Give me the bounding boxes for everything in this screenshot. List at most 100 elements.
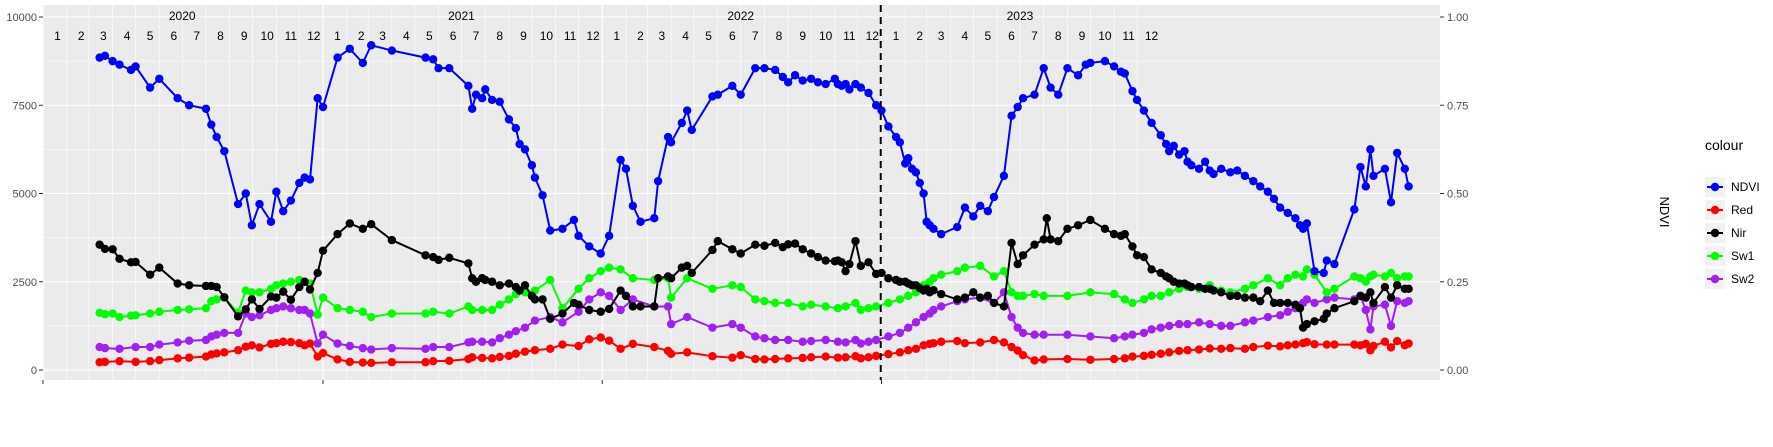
data-point-nir (272, 293, 281, 302)
data-point-ndvi (845, 85, 854, 94)
data-point-ndvi (538, 191, 547, 200)
data-point-sw2 (1156, 323, 1165, 332)
data-point-sw2 (871, 335, 881, 345)
data-point-red (1216, 344, 1226, 354)
month-label: 1 (334, 29, 341, 43)
data-point-sw2 (1263, 312, 1273, 322)
data-point-sw1 (467, 305, 477, 315)
data-point-sw1 (953, 266, 962, 276)
month-label: 3 (659, 29, 666, 43)
data-point-red (184, 353, 194, 362)
right-axis-tick-label: 1.00 (1447, 12, 1468, 24)
data-point-red (504, 351, 514, 361)
data-point-nir (471, 277, 481, 286)
series-red (95, 333, 1413, 368)
data-point-sw2 (1386, 321, 1396, 331)
data-point-sw2 (477, 337, 487, 346)
data-point-sw2 (783, 335, 793, 345)
data-point-ndvi (266, 217, 276, 226)
data-point-ndvi (100, 51, 110, 61)
data-point-sw2 (504, 330, 514, 339)
data-point-ndvi (279, 206, 288, 216)
data-point-ndvi (1275, 203, 1285, 212)
data-point-nir (1392, 281, 1402, 290)
data-point-sw2 (770, 335, 780, 345)
data-point-sw2 (345, 341, 354, 351)
data-point-sw2 (884, 332, 893, 341)
data-point-sw1 (783, 298, 793, 308)
data-point-sw2 (1007, 312, 1016, 322)
data-point-sw1 (445, 309, 454, 318)
data-point-sw1 (574, 284, 583, 294)
data-point-sw1 (1298, 272, 1308, 281)
data-point-sw2 (520, 323, 530, 332)
data-point-sw2 (821, 335, 830, 345)
data-point-red (770, 354, 780, 364)
data-point-sw1 (255, 288, 264, 297)
data-point-sw2 (445, 342, 454, 352)
left-y-axis: 0 2500 5000 7500 10000 (6, 12, 43, 377)
data-point-nir (1139, 252, 1149, 262)
month-label: 12 (307, 29, 321, 43)
data-point-ndvi (272, 187, 281, 196)
data-point-red (999, 338, 1009, 347)
data-point-sw1 (201, 304, 211, 313)
data-point-sw1 (833, 304, 843, 313)
data-point-nir (1100, 224, 1110, 233)
data-point-ndvi (131, 62, 140, 71)
data-point-ndvi (1392, 148, 1402, 158)
data-point-ndvi (305, 175, 315, 184)
data-point-ndvi (495, 97, 504, 106)
data-point-ndvi (628, 201, 638, 211)
data-point-sw1 (728, 281, 737, 290)
data-point-nir (1369, 298, 1378, 308)
data-point-sw2 (1018, 328, 1028, 338)
data-point-red (864, 353, 873, 362)
data-point-red (1164, 348, 1174, 357)
data-point-sw1 (1275, 281, 1285, 290)
data-point-sw1 (841, 302, 850, 311)
data-point-sw1 (115, 312, 124, 322)
data-point-sw1 (666, 293, 676, 302)
data-point-ndvi (1302, 219, 1312, 228)
data-point-ndvi (286, 196, 296, 205)
data-point-nir (184, 281, 194, 290)
data-point-sw2 (272, 304, 281, 313)
left-axis-tick-label: 5000 (13, 189, 37, 201)
data-point-sw1 (247, 288, 257, 297)
data-point-ndvi (1156, 131, 1165, 140)
data-point-sw1 (428, 307, 438, 316)
data-point-sw1 (1240, 284, 1250, 294)
data-point-nir (345, 219, 354, 228)
data-point-red (286, 337, 296, 347)
data-point-red (305, 339, 315, 348)
data-point-red (1120, 354, 1129, 363)
data-point-nir (1310, 317, 1319, 326)
data-point-nir (751, 240, 760, 249)
month-label: 10 (819, 29, 833, 43)
data-point-sw2 (919, 312, 928, 322)
data-point-sw1 (155, 307, 164, 316)
data-point-red (650, 342, 659, 352)
legend-item-nir: Nir (1705, 223, 1746, 243)
data-point-red (1404, 339, 1413, 348)
legend: colour NDVI Red Nir Sw1 Sw2 (1705, 137, 1760, 289)
data-point-nir (1007, 238, 1016, 248)
data-point-red (1392, 336, 1402, 346)
data-point-ndvi (1366, 145, 1375, 154)
data-point-sw2 (1013, 323, 1022, 332)
legend-item-sw2: Sw2 (1705, 269, 1755, 289)
data-point-red (421, 358, 430, 367)
data-point-sw2 (663, 302, 673, 311)
data-point-sw1 (936, 270, 946, 279)
data-point-sw1 (1404, 272, 1413, 281)
data-point-sw2 (616, 305, 625, 315)
left-axis-tick-label: 10000 (6, 12, 37, 24)
data-point-red (871, 351, 881, 361)
data-point-nir (1109, 229, 1119, 239)
data-point-sw1 (131, 311, 140, 320)
data-point-red (1386, 343, 1396, 352)
month-label: 4 (403, 29, 410, 43)
data-point-ndvi (1263, 187, 1273, 196)
data-point-sw2 (708, 323, 717, 332)
